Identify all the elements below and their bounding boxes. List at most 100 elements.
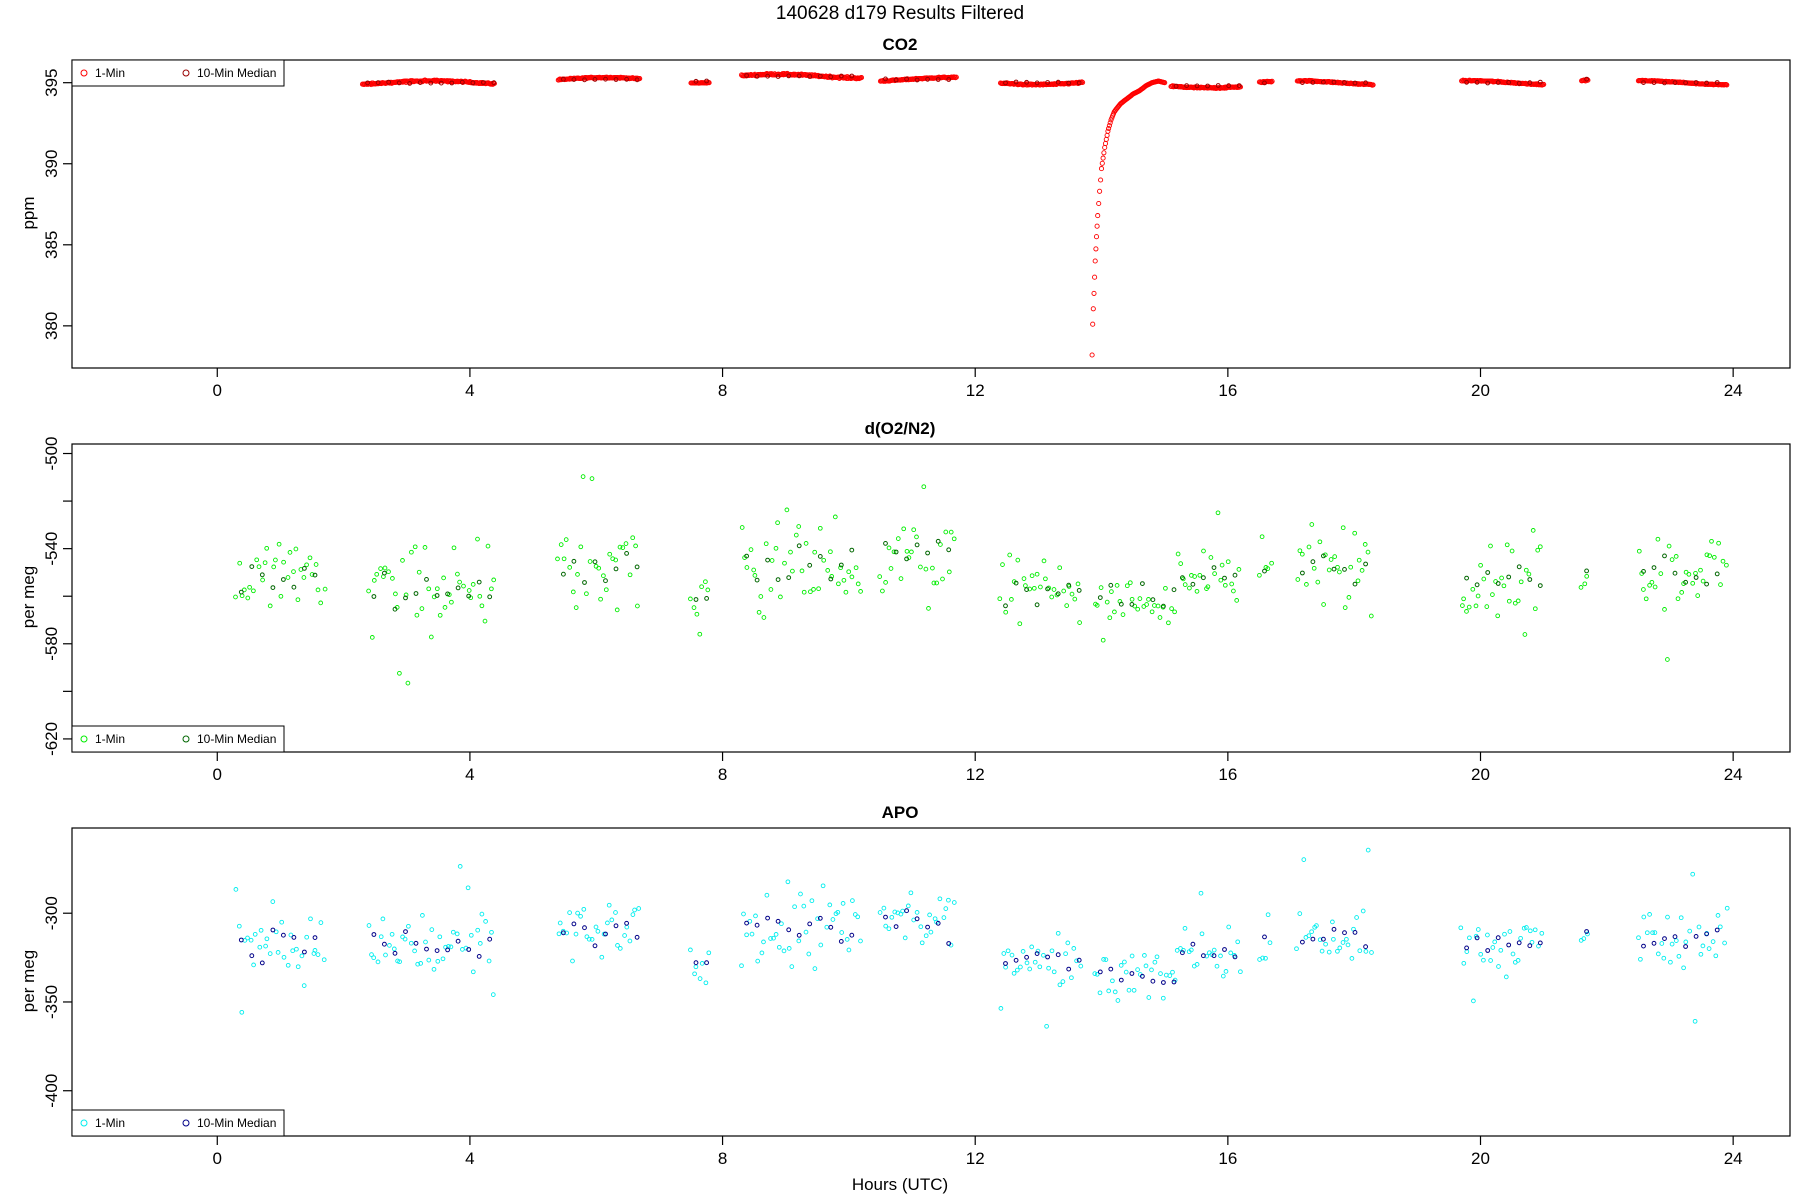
- o2n2-point: [1695, 593, 1701, 598]
- apo-point: [1713, 953, 1719, 959]
- apo-point: [1027, 966, 1033, 972]
- o2n2-median-point: [445, 591, 451, 597]
- apo-point: [294, 946, 299, 952]
- apo-point: [483, 919, 488, 924]
- apo-point: [1724, 905, 1730, 911]
- apo-point: [1228, 950, 1234, 956]
- apo-median-point: [1662, 936, 1667, 941]
- o2n2-point: [1182, 582, 1188, 587]
- apo-point: [630, 912, 636, 917]
- o2n2-point: [416, 569, 422, 575]
- o2n2-point: [816, 586, 821, 592]
- apo-median-point: [424, 946, 429, 952]
- o2n2-point: [1484, 604, 1490, 609]
- o2n2-point: [811, 587, 816, 592]
- apo-point: [1035, 948, 1041, 954]
- apo-point: [1673, 938, 1679, 943]
- o2n2-point: [414, 612, 420, 618]
- co2-median-point: [1300, 80, 1305, 85]
- o2n2-x-tick-label: 12: [966, 765, 985, 784]
- apo-median-point: [1474, 935, 1480, 941]
- co2-point: [1080, 79, 1086, 85]
- apo-point: [798, 891, 803, 897]
- apo-point: [1170, 969, 1175, 975]
- o2n2-point: [808, 589, 813, 595]
- apo-median-point: [775, 918, 781, 924]
- o2n2-median-point: [796, 543, 802, 549]
- o2n2-point: [1225, 559, 1231, 565]
- co2-point: [858, 75, 865, 81]
- o2n2-median-point: [455, 585, 461, 591]
- apo-point: [789, 964, 795, 969]
- co2-point: [1092, 258, 1098, 264]
- o2n2-point: [1578, 585, 1584, 590]
- o2n2-point: [1155, 603, 1161, 609]
- o2n2-point: [946, 569, 952, 575]
- apo-point: [288, 932, 294, 938]
- apo-point: [1014, 967, 1020, 973]
- o2n2-point: [603, 587, 609, 593]
- o2n2-point: [1481, 576, 1487, 582]
- co2-median-point: [1173, 83, 1179, 89]
- apo-point: [801, 903, 807, 909]
- apo-point: [622, 933, 627, 938]
- o2n2-point: [315, 587, 321, 593]
- co2-point: [953, 74, 959, 80]
- apo-point: [426, 957, 432, 963]
- co2-x-tick-label: 20: [1471, 381, 1490, 400]
- o2n2-point: [699, 584, 704, 590]
- apo-point: [1715, 913, 1721, 918]
- apo-point: [1024, 960, 1030, 966]
- apo-point: [908, 890, 914, 896]
- o2n2-median-point: [1485, 570, 1491, 575]
- co2-median-point: [828, 74, 834, 80]
- apo-point: [1142, 953, 1147, 958]
- o2n2-point: [821, 557, 827, 563]
- apo-point: [593, 924, 599, 930]
- o2n2-point: [1212, 571, 1217, 576]
- co2-median-point: [365, 80, 371, 86]
- o2n2-point: [1219, 562, 1225, 568]
- co2-median-point: [775, 74, 781, 79]
- o2n2-point: [1321, 602, 1326, 607]
- o2n2-point: [694, 611, 700, 617]
- o2n2-x-tick-label: 8: [718, 765, 727, 784]
- o2n2-point: [366, 588, 371, 594]
- o2n2-point: [1317, 539, 1323, 545]
- o2n2-point: [1698, 567, 1703, 573]
- apo-point: [369, 952, 374, 957]
- co2-median-point: [1184, 83, 1189, 88]
- o2n2-point: [1129, 596, 1135, 602]
- apo-point: [263, 943, 268, 949]
- apo-point: [858, 938, 863, 944]
- co2-median-point: [481, 80, 486, 85]
- apo-median-point: [249, 953, 255, 959]
- o2n2-point: [784, 507, 790, 513]
- o2n2-point: [1231, 588, 1236, 594]
- apo-point: [1158, 971, 1163, 976]
- apo-point: [1309, 929, 1314, 935]
- o2n2-point: [1679, 590, 1685, 595]
- apo-median-point: [946, 941, 952, 946]
- co2-point: [1102, 144, 1108, 151]
- o2n2-median-point: [1506, 574, 1512, 580]
- o2n2-point: [1315, 579, 1321, 585]
- o2n2-point: [256, 564, 262, 570]
- co2-point: [1106, 125, 1112, 132]
- o2n2-point: [1470, 586, 1476, 592]
- o2n2-median-point: [883, 541, 888, 546]
- apo-point: [753, 913, 758, 919]
- o2n2-point: [703, 579, 708, 585]
- co2-median-point: [1641, 80, 1646, 85]
- o2n2-point: [1175, 551, 1181, 557]
- apo-point: [1055, 930, 1061, 936]
- apo-median-point: [1108, 966, 1114, 972]
- co2-point: [1093, 246, 1099, 252]
- co2-legend-marker: [80, 69, 88, 77]
- apo-median-point: [1641, 943, 1646, 949]
- o2n2-point: [886, 545, 892, 551]
- o2n2-point: [422, 545, 428, 550]
- apo-point: [423, 939, 428, 945]
- apo-median-point: [302, 949, 307, 955]
- apo-point: [1181, 947, 1186, 953]
